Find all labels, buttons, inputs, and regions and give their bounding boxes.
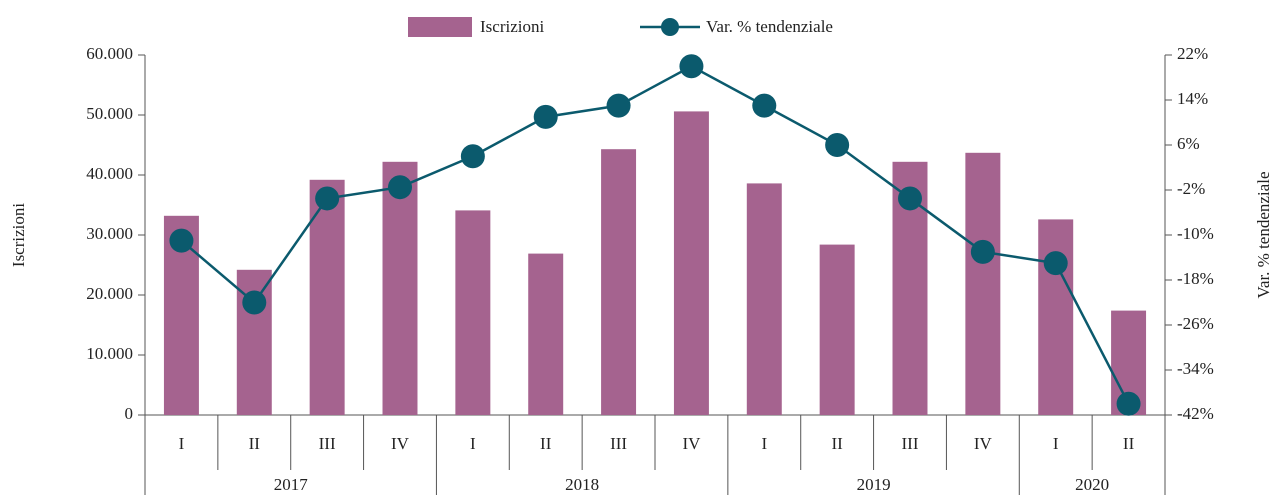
x-tick-label: II: [540, 434, 552, 453]
y2-tick-label: -2%: [1177, 179, 1205, 198]
x-tick-label: I: [179, 434, 185, 453]
x-tick-label: II: [1123, 434, 1135, 453]
bar: [1038, 219, 1074, 415]
marker: [242, 290, 267, 315]
y2-tick-label: -26%: [1177, 314, 1214, 333]
y2-tick-label: -42%: [1177, 404, 1214, 423]
bar: [746, 183, 782, 415]
bar: [965, 152, 1001, 416]
y-axis-title: Iscrizioni: [9, 203, 28, 267]
y-tick-label: 0: [125, 404, 134, 423]
bar: [673, 111, 709, 416]
marker: [315, 186, 340, 211]
marker: [1043, 251, 1068, 276]
y2-tick-label: -10%: [1177, 224, 1214, 243]
marker: [825, 133, 850, 157]
x-tick-label: I: [470, 434, 476, 453]
group-label: 2020: [1075, 475, 1109, 494]
x-tick-label: IV: [391, 434, 410, 453]
marker: [679, 54, 704, 79]
y-tick-label: 40.000: [86, 164, 133, 183]
y2-tick-label: 14%: [1177, 89, 1208, 108]
y-tick-label: 30.000: [86, 224, 133, 243]
x-tick-label: III: [610, 434, 627, 453]
marker: [970, 239, 995, 264]
x-tick-label: III: [902, 434, 919, 453]
group-label: 2019: [857, 475, 891, 494]
y-tick-label: 60.000: [86, 44, 133, 63]
bar: [382, 161, 418, 415]
x-tick-label: I: [1053, 434, 1059, 453]
marker: [752, 93, 777, 118]
marker: [1116, 391, 1141, 416]
legend-swatch: [408, 17, 472, 37]
y-tick-label: 10.000: [86, 344, 133, 363]
x-tick-label: IV: [974, 434, 993, 453]
x-tick-label: I: [761, 434, 767, 453]
marker: [169, 228, 194, 253]
bar: [309, 179, 345, 415]
x-tick-label: IV: [682, 434, 701, 453]
line: [180, 64, 1130, 405]
y2-axis-title: Var. % tendenziale: [1254, 172, 1273, 299]
marker: [388, 175, 412, 200]
marker: [533, 104, 558, 129]
bar: [601, 149, 637, 415]
marker: [898, 186, 922, 211]
marker: [460, 144, 485, 169]
y-tick-label: 50.000: [86, 104, 133, 123]
bar: [455, 210, 491, 415]
y2-tick-label: -18%: [1177, 269, 1214, 288]
x-tick-label: III: [319, 434, 336, 453]
legend-label: Iscrizioni: [480, 17, 544, 36]
marker: [606, 93, 631, 118]
group-label: 2018: [565, 475, 599, 494]
legend-swatch: [661, 18, 679, 36]
legend-label: Var. % tendenziale: [706, 17, 833, 36]
x-tick-label: II: [831, 434, 843, 453]
y2-tick-label: 6%: [1177, 134, 1200, 153]
group-label: 2017: [274, 475, 309, 494]
bar: [528, 253, 564, 415]
bar: [819, 244, 855, 415]
y2-tick-label: 22%: [1177, 44, 1208, 63]
y2-tick-label: -34%: [1177, 359, 1214, 378]
y-tick-label: 20.000: [86, 284, 133, 303]
x-tick-label: II: [249, 434, 261, 453]
